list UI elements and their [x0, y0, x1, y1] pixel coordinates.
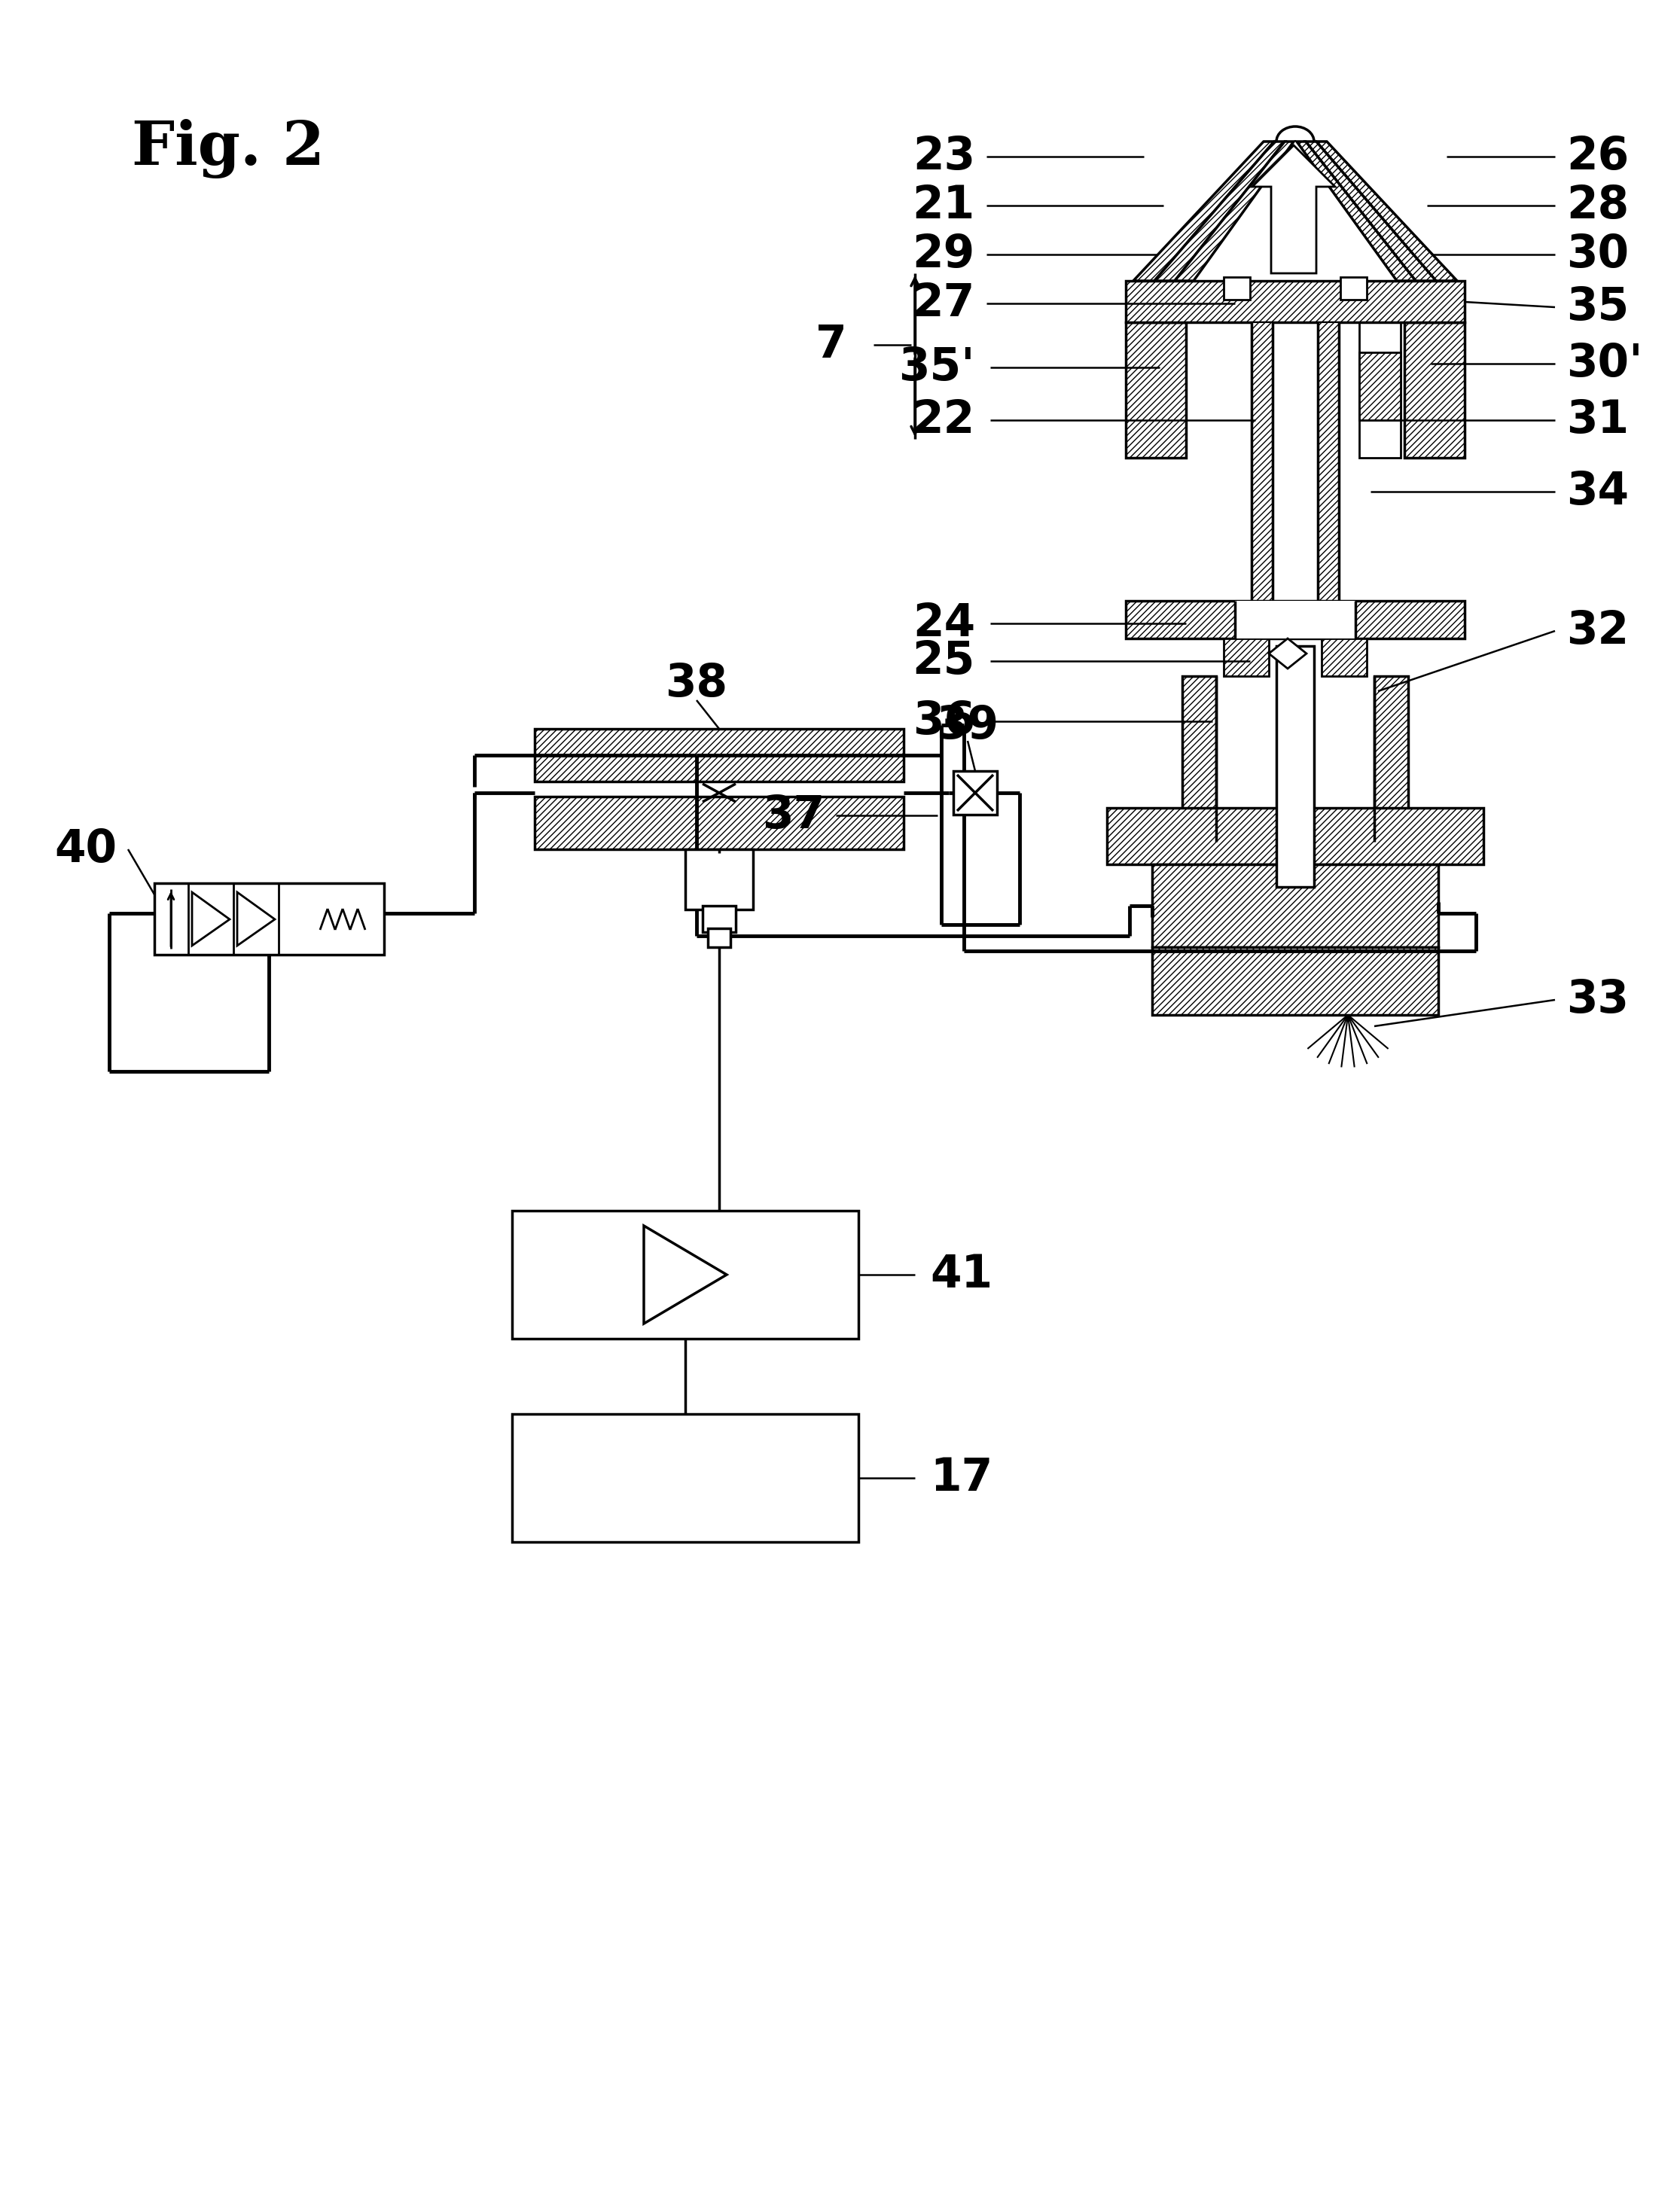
Bar: [1374, 677, 1408, 841]
Bar: [685, 850, 753, 910]
Text: 33: 33: [1566, 978, 1630, 1022]
Text: 29: 29: [912, 233, 974, 277]
Polygon shape: [1174, 141, 1294, 281]
Polygon shape: [1297, 141, 1416, 281]
Text: 35: 35: [1566, 286, 1630, 330]
Bar: [1223, 639, 1268, 677]
Bar: [1152, 947, 1438, 1015]
Bar: [953, 771, 996, 815]
Text: Fig. 2: Fig. 2: [131, 119, 324, 178]
Polygon shape: [1134, 141, 1273, 281]
Text: 39: 39: [936, 703, 1000, 747]
Bar: [1317, 323, 1339, 631]
Polygon shape: [192, 892, 230, 945]
Bar: [534, 798, 904, 850]
Text: 28: 28: [1566, 182, 1630, 228]
Bar: [1277, 646, 1314, 888]
Polygon shape: [237, 892, 276, 945]
Text: 37: 37: [763, 793, 825, 837]
Bar: [707, 929, 731, 947]
Text: 40: 40: [54, 826, 116, 872]
Bar: [1152, 863, 1438, 947]
Polygon shape: [1252, 145, 1336, 272]
Polygon shape: [1305, 141, 1436, 281]
Bar: [1322, 639, 1368, 677]
Text: 32: 32: [1566, 609, 1630, 653]
Text: 17: 17: [931, 1457, 993, 1501]
Bar: [1252, 323, 1273, 631]
Bar: [1126, 323, 1186, 457]
Polygon shape: [643, 1226, 727, 1323]
Bar: [1341, 277, 1368, 299]
Bar: [512, 1415, 858, 1542]
Text: 41: 41: [931, 1252, 993, 1296]
Text: 31: 31: [1566, 398, 1630, 442]
Polygon shape: [1317, 141, 1457, 281]
Text: 38: 38: [665, 661, 727, 705]
Bar: [1404, 323, 1465, 457]
Text: 34: 34: [1566, 470, 1630, 514]
Text: 7: 7: [816, 323, 847, 367]
Bar: [1223, 277, 1250, 299]
Text: 22: 22: [912, 398, 974, 442]
Text: 30: 30: [1566, 233, 1630, 277]
Text: 36: 36: [912, 699, 974, 743]
Bar: [1107, 808, 1483, 863]
Text: 21: 21: [912, 182, 974, 228]
Bar: [1183, 677, 1216, 841]
Bar: [512, 1211, 858, 1338]
Bar: [1126, 281, 1465, 323]
Bar: [702, 905, 736, 932]
Bar: [534, 729, 904, 782]
Text: 25: 25: [912, 639, 974, 683]
Text: 30': 30': [1566, 341, 1643, 387]
Bar: [1126, 600, 1465, 639]
Text: 26: 26: [1566, 134, 1630, 178]
Bar: [1235, 600, 1356, 639]
Polygon shape: [1154, 141, 1285, 281]
Bar: [1359, 323, 1401, 457]
Bar: [1359, 352, 1401, 420]
Text: 35': 35': [899, 345, 974, 389]
Bar: [1216, 677, 1374, 841]
Bar: [155, 883, 385, 956]
Text: 27: 27: [912, 281, 974, 325]
Polygon shape: [1268, 639, 1307, 668]
Text: 24: 24: [912, 602, 974, 646]
Text: 23: 23: [912, 134, 974, 178]
